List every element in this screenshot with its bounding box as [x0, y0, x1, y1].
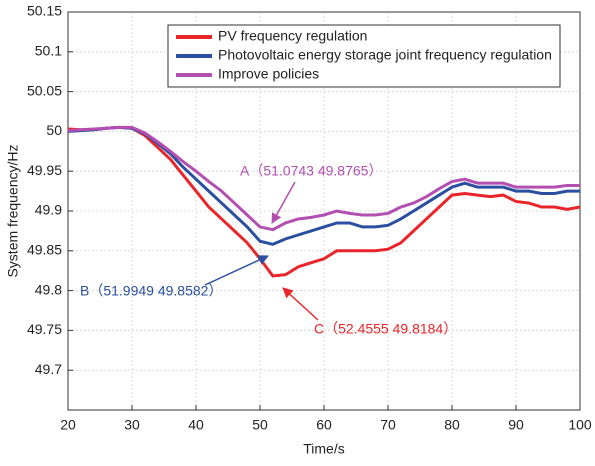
- x-tick-label: 20: [60, 417, 76, 433]
- x-axis-label: Time/s: [303, 441, 344, 457]
- y-tick-label: 49.95: [27, 162, 62, 178]
- annotation-arrow: [282, 287, 319, 321]
- x-tick-label: 60: [316, 417, 332, 433]
- y-tick-label: 49.85: [27, 242, 62, 258]
- y-tick-label: 49.8: [35, 281, 62, 297]
- x-tick-label: 90: [508, 417, 524, 433]
- y-tick-label: 50.1: [35, 43, 62, 59]
- x-tick-label: 50: [252, 417, 268, 433]
- legend-label: Improve policies: [218, 66, 319, 82]
- annotation-arrow: [204, 255, 269, 286]
- series-line: [67, 125, 581, 278]
- series-line: [67, 125, 580, 232]
- y-tick-label: 50.15: [27, 3, 62, 19]
- y-tick-label: 50.05: [27, 82, 62, 98]
- x-tick-label: 70: [380, 417, 396, 433]
- legend-label: Photovoltaic energy storage joint freque…: [218, 47, 552, 63]
- x-tick-label: 40: [188, 417, 204, 433]
- annotation: A（51.0743 49.8765）: [240, 163, 382, 179]
- annotation: B（51.9949 49.8582）: [80, 283, 222, 299]
- plot-frame: [67, 11, 581, 411]
- annotation: C（52.4555 49.8184）: [314, 321, 457, 337]
- x-tick-label: 30: [124, 417, 140, 433]
- legend-box: [167, 24, 561, 88]
- y-tick-label: 49.75: [27, 321, 62, 337]
- legend-label: PV frequency regulation: [218, 28, 367, 44]
- y-tick-label: 49.7: [35, 361, 62, 377]
- y-tick-label: 50: [46, 122, 62, 138]
- y-tick-label: 49.9: [35, 202, 62, 218]
- x-tick-label: 80: [444, 417, 460, 433]
- y-axis-label: System frequency/Hz: [5, 144, 21, 277]
- annotation-arrow: [271, 181, 296, 224]
- x-tick-label: 100: [568, 417, 592, 433]
